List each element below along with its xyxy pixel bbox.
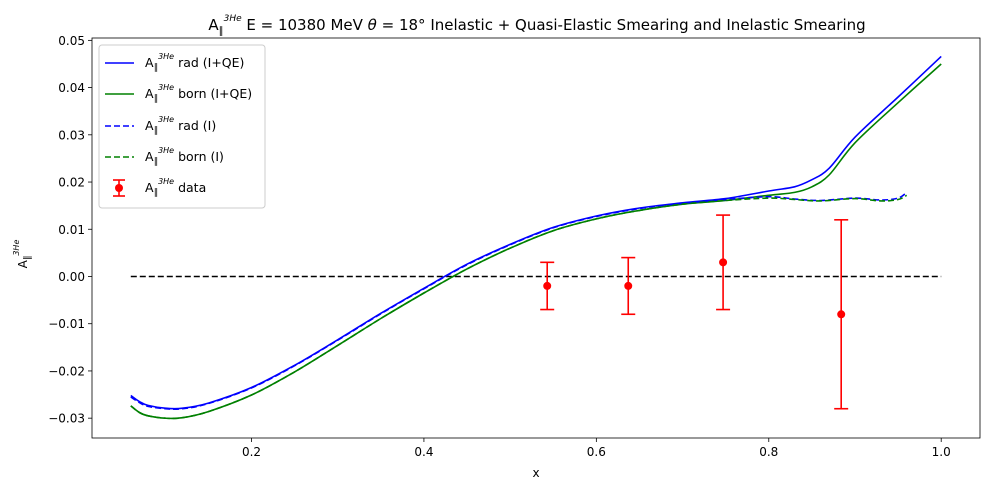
legend-superscript: 3He [158, 115, 174, 124]
y-label-superscript: 3He [12, 240, 21, 256]
plot-frame [91, 37, 981, 439]
y-tick-label-8: 0.05 [58, 34, 85, 48]
legend-label-4: A∥ 3He data [145, 177, 206, 198]
data-point-1 [624, 281, 633, 290]
y-tick-label-0: −0.03 [48, 412, 85, 426]
x-tick-label-1: 0.4 [414, 445, 433, 459]
legend-marker-point [115, 184, 123, 192]
title-subscript: ∥ [219, 26, 224, 37]
legend-series-name: born (I) [174, 149, 224, 164]
legend-superscript: 3He [158, 52, 174, 61]
y-label-symbol: A [16, 259, 30, 268]
legend-subscript: ∥ [154, 126, 159, 136]
y-tick-label-1: −0.02 [48, 364, 85, 378]
title-symbol: A [208, 16, 219, 34]
legend-subscript: ∥ [154, 63, 159, 73]
legend-series-name: rad (I+QE) [174, 55, 244, 70]
legend-subscript: ∥ [154, 188, 159, 198]
y-tick-label-5: 0.02 [58, 176, 85, 190]
legend-subscript: ∥ [154, 94, 159, 104]
data-point-0 [543, 281, 552, 290]
legend-subscript: ∥ [154, 157, 159, 167]
legend-symbol: A [145, 118, 154, 133]
y-tick-label-4: 0.01 [58, 223, 85, 237]
y-tick-label-6: 0.03 [58, 128, 85, 142]
legend-label-0: A∥ 3He rad (I+QE) [145, 52, 244, 73]
plot-area: 0.2 0.4 0.6 0.8 1.0 −0.03 −0.02 −0.01 0.00 0.01 0.… [48, 34, 981, 459]
title-superscript: 3He [224, 14, 242, 24]
data-point-3 [837, 310, 846, 319]
x-tick-label-2: 0.6 [587, 445, 606, 459]
legend-symbol: A [145, 86, 154, 101]
legend-box [98, 44, 266, 209]
y-tick-label-3: 0.00 [58, 270, 85, 284]
legend-series-name: rad (I) [174, 118, 216, 133]
data-point-2 [719, 258, 728, 267]
legend-series-name: born (I+QE) [174, 86, 252, 101]
y-label-subscript: ∥ [23, 256, 33, 261]
legend-superscript: 3He [158, 146, 174, 155]
legend-label-2: A∥ 3He rad (I) [145, 115, 216, 136]
legend: A∥3He rad (I+QE)A∥3He born (I+QE)A∥3He r… [98, 44, 266, 209]
legend-symbol: A [145, 180, 154, 195]
chart-title: A∥3He E = 10380 MeV θ = 18° Inelastic + … [208, 14, 865, 37]
legend-label-3: A∥ 3He born (I) [145, 146, 224, 167]
legend-superscript: 3He [158, 177, 174, 186]
x-tick-label-0: 0.2 [242, 445, 261, 459]
legend-symbol: A [145, 149, 154, 164]
series-line-3 [130, 194, 908, 420]
x-tick-label-4: 1.0 [932, 445, 951, 459]
title-text-b: = 18° Inelastic + Quasi-Elastic Smearing… [377, 16, 866, 34]
y-tick-label-2: −0.01 [48, 317, 85, 331]
title-text-a: E = 10380 MeV [242, 16, 368, 34]
y-tick-label-7: 0.04 [58, 81, 85, 95]
y-axis-label: A∥3He [12, 240, 33, 269]
legend-symbol: A [145, 55, 154, 70]
legend-series-name: data [174, 180, 206, 195]
legend-label-1: A∥ 3He born (I+QE) [145, 83, 252, 104]
x-tick-label-3: 0.8 [759, 445, 778, 459]
title-theta: θ [368, 16, 377, 34]
legend-superscript: 3He [158, 83, 174, 92]
x-axis-label: x [532, 466, 539, 480]
